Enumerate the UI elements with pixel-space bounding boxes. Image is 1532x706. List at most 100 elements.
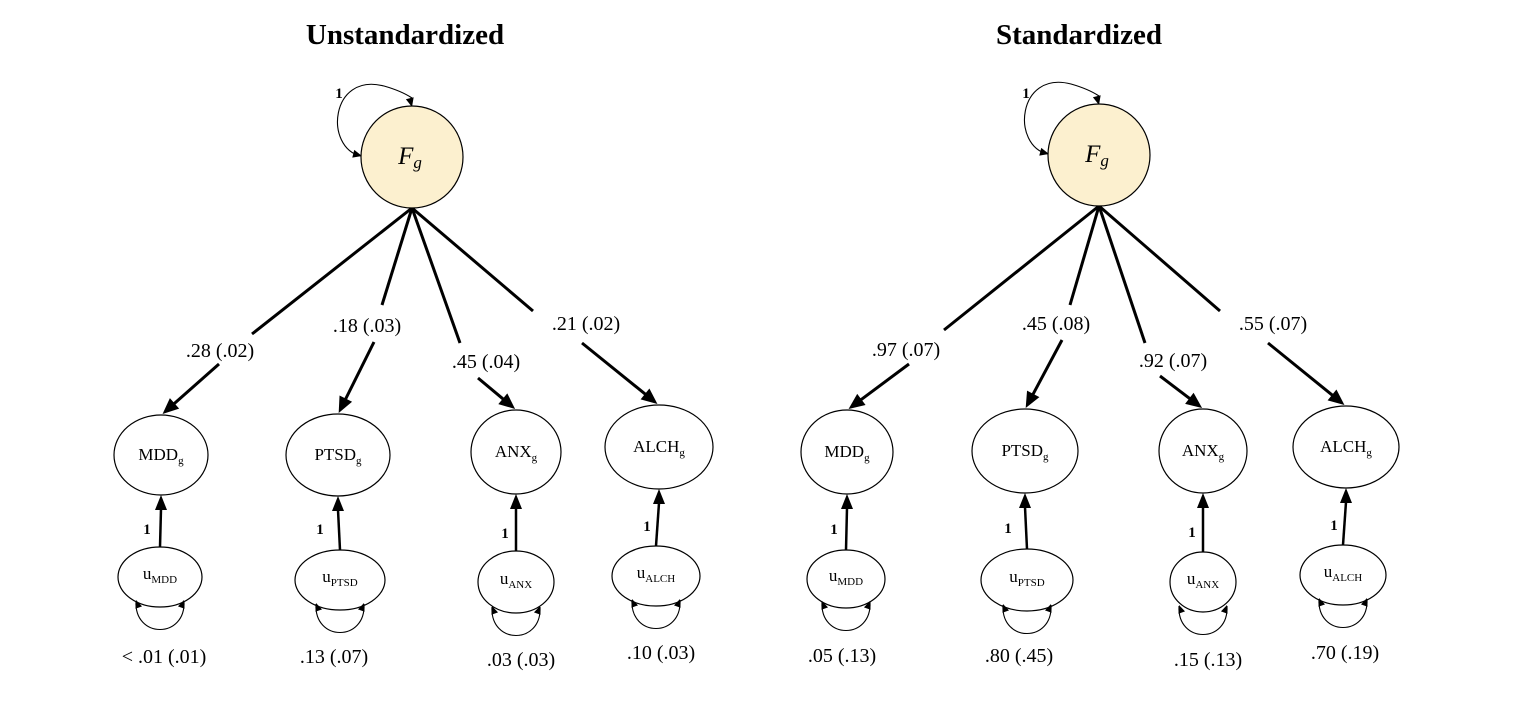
indicator-label: MDDg	[824, 442, 870, 464]
residual-path-label: 1	[501, 526, 509, 542]
residual-variance-arrowhead	[1318, 598, 1326, 607]
residual-variance-loop	[135, 600, 185, 631]
residual-node	[806, 549, 886, 609]
residual-label: uANX	[500, 569, 532, 591]
loading-label: .21 (.02)	[552, 313, 620, 335]
residual-node	[117, 546, 203, 608]
residual-path-label: 1	[1330, 518, 1338, 534]
loading-arrowhead	[162, 398, 180, 414]
residual-path	[844, 507, 849, 551]
residual-label: uPTSD	[1009, 567, 1044, 589]
loading-label: .45 (.04)	[452, 351, 520, 373]
loading-arrowhead	[1185, 392, 1203, 408]
residual-path	[336, 509, 342, 551]
loading-path	[170, 362, 220, 408]
indicator-label: ALCHg	[633, 437, 685, 459]
residual-variance-loop	[315, 603, 365, 634]
residual-variance-loop	[1002, 604, 1052, 635]
factor-variance-loop	[336, 83, 413, 157]
loading-arrowhead	[498, 393, 516, 409]
residual-path	[654, 502, 661, 547]
residual-variance-loop	[631, 599, 681, 630]
residual-label: uMDD	[143, 564, 177, 586]
loading-arrowhead	[338, 395, 353, 413]
loading-label: .97 (.07)	[872, 339, 940, 361]
loading-label: .55 (.07)	[1239, 313, 1307, 335]
residual-node	[294, 549, 386, 611]
factor-variance-arrowhead	[1092, 95, 1101, 105]
indicator-label: ALCHg	[1320, 437, 1372, 459]
panel-title: Unstandardized	[306, 19, 504, 51]
factor-variance-loop	[1023, 81, 1100, 155]
indicator-label: ANXg	[495, 442, 538, 464]
residual-variance-arrowhead	[631, 599, 639, 608]
residual-variance-arrowhead	[135, 600, 143, 609]
residual-variance-arrowhead	[315, 603, 323, 612]
residual-variance-label: .10 (.03)	[627, 642, 695, 664]
residual-arrowhead	[332, 496, 344, 511]
factor-node	[1047, 103, 1151, 207]
factor-label: Fg	[397, 143, 422, 172]
residual-path-label: 1	[1188, 525, 1196, 541]
indicator-label: PTSDg	[1001, 441, 1049, 463]
loading-path	[1098, 204, 1221, 313]
residual-variance-label: .15 (.13)	[1174, 649, 1242, 671]
residual-path-label: 1	[1004, 521, 1012, 537]
residual-variance-arrowhead	[177, 600, 185, 609]
residual-variance-arrowhead	[863, 601, 871, 610]
residual-arrowhead	[1340, 488, 1352, 503]
factor-variance-label: 1	[1022, 86, 1030, 102]
factor-label: Fg	[1084, 141, 1109, 170]
residual-path-label: 1	[643, 519, 651, 535]
loading-arrowhead	[848, 393, 866, 409]
residual-node	[1299, 544, 1387, 606]
residual-arrowhead	[510, 494, 522, 509]
loading-path	[857, 362, 910, 404]
indicator-label: ANXg	[1182, 441, 1225, 463]
residual-node	[611, 545, 701, 607]
loading-path	[410, 207, 462, 344]
residual-arrowhead	[1019, 493, 1031, 508]
residual-path-label: 1	[143, 522, 151, 538]
residual-variance-arrowhead	[1002, 604, 1010, 613]
residual-variance-label: .80 (.45)	[985, 645, 1053, 667]
residual-variance-loop	[1178, 605, 1228, 636]
indicator-label: PTSDg	[314, 445, 362, 467]
residual-path-label: 1	[830, 522, 838, 538]
residual-label: uANX	[1187, 569, 1219, 591]
loading-path	[251, 206, 413, 336]
residual-variance-arrowhead	[1220, 605, 1228, 614]
residual-arrowhead	[653, 489, 665, 504]
indicator-label: MDDg	[138, 445, 184, 467]
residual-label: uALCH	[1324, 562, 1363, 584]
residual-node	[980, 548, 1074, 612]
loading-path	[342, 341, 376, 403]
residual-node	[1169, 551, 1237, 613]
loading-path	[477, 376, 507, 403]
factor-node	[360, 105, 464, 209]
factor-variance-label: 1	[335, 86, 343, 102]
residual-variance-loop	[1318, 598, 1368, 629]
loading-path	[1159, 374, 1194, 402]
residual-path	[158, 508, 163, 548]
loading-path	[581, 341, 650, 398]
factor-variance-arrowhead	[1039, 147, 1049, 156]
residual-path-label: 1	[316, 522, 324, 538]
residual-label: uPTSD	[322, 567, 357, 589]
residual-variance-arrowhead	[1044, 604, 1052, 613]
panel-standardized: Standardized 1 .97 (.07) .45 (.08) .92 (.07)…	[800, 19, 1400, 671]
loading-path	[411, 206, 534, 313]
residual-variance-loop	[491, 606, 541, 637]
loading-label: .18 (.03)	[333, 315, 401, 337]
residual-path	[1341, 501, 1348, 546]
residual-label: uALCH	[637, 563, 676, 585]
panel-unstandardized: Unstandardized 1 .28 (.02) .18 (.03) .45 (.0…	[113, 19, 714, 671]
residual-variance-arrowhead	[821, 601, 829, 610]
loading-arrowhead	[1025, 390, 1040, 408]
residual-variance-label: .03 (.03)	[487, 649, 555, 671]
residual-label: uMDD	[829, 566, 863, 588]
residual-variance-label: .13 (.07)	[300, 646, 368, 668]
residual-variance-label: < .01 (.01)	[122, 646, 207, 668]
loading-path	[943, 204, 1100, 332]
